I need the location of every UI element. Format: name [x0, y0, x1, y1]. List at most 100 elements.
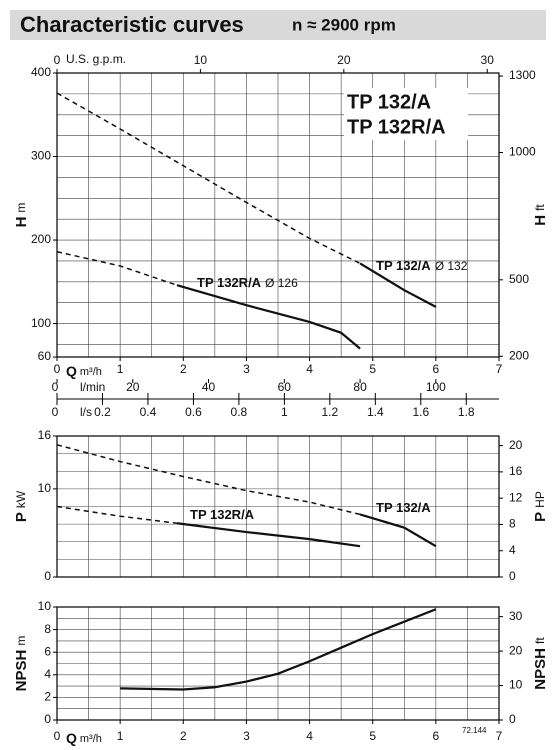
curve-name: TP 132/A	[376, 258, 431, 273]
axis-title-unit: kW	[14, 490, 28, 508]
x-tick-label: 4	[306, 362, 313, 376]
extra-tick-label: 1.8	[458, 405, 475, 419]
curve-label: TP 132R/A	[190, 507, 255, 522]
extra-tick-label: 100	[426, 380, 446, 394]
x-tick-label: 0	[54, 729, 61, 743]
extra-tick-label: 0	[52, 380, 59, 394]
x-tick-label: 3	[243, 362, 250, 376]
extra-tick-label: 1.2	[321, 405, 338, 419]
y2-tick-label: 20	[509, 643, 523, 657]
extra-tick-label: 1.4	[367, 405, 384, 419]
y2-tick-label: 8	[509, 517, 516, 531]
extra-tick-label: 0.4	[140, 405, 157, 419]
curve	[359, 513, 437, 548]
plot-frame	[56, 606, 500, 721]
x-axis-unit: m³/h	[80, 366, 102, 378]
axis-title-name: P	[13, 512, 30, 522]
extra-tick-label: 80	[353, 380, 367, 394]
extra-tick-label: 0	[52, 405, 59, 419]
model-label: TP 132R/A	[347, 116, 446, 138]
y2-tick-label: 200	[509, 348, 529, 362]
y-tick-label: 400	[31, 65, 51, 79]
extra-axis-title: l/s	[80, 405, 92, 419]
curve-label: TP 132R/A Ø 126	[197, 275, 298, 290]
curve-name: TP 132R/A	[197, 275, 262, 290]
y2-tick-label: 1300	[509, 68, 536, 82]
y-tick-label: 60	[38, 349, 52, 363]
axis-title: NPSH ft	[532, 637, 549, 690]
axis-title-unit: m	[14, 203, 28, 213]
x-tick-label: 6	[433, 362, 440, 376]
extra-axis-title: l/min	[80, 380, 105, 394]
extra-tick-label: 40	[202, 380, 216, 394]
y2-tick-label: 1000	[509, 145, 536, 159]
y2-tick-label: 4	[509, 543, 516, 557]
curve	[359, 262, 437, 308]
y-tick-label: 0	[44, 712, 51, 726]
x-tick-label: 5	[369, 362, 376, 376]
y-tick-label: 16	[38, 428, 52, 442]
extra-tick-label: 1.6	[412, 405, 429, 419]
y-tick-label: 0	[44, 569, 51, 583]
speed: n ≈ 2900 rpm	[292, 15, 396, 34]
y2-tick-label: 500	[509, 272, 529, 286]
drawing-code: 72.144	[462, 726, 487, 735]
x-tick-label: 2	[180, 362, 187, 376]
y-tick-label: 4	[44, 667, 51, 681]
page-title: Characteristic curves	[20, 12, 244, 37]
curve-dashed	[56, 505, 178, 524]
curve	[176, 522, 361, 548]
x-axis-name: Q	[66, 730, 77, 746]
axis-title-name: NPSH	[532, 648, 549, 690]
y2-tick-label: 0	[509, 569, 516, 583]
top-axis-title: U.S. g.p.m.	[66, 52, 126, 66]
x-axis-unit: m³/h	[80, 733, 102, 745]
x-tick-label: 4	[306, 729, 313, 743]
y2-tick-label: 12	[509, 490, 523, 504]
y2-tick-label: 10	[509, 678, 523, 692]
extra-tick-label: 0.8	[231, 405, 248, 419]
curve-dashed	[56, 92, 361, 265]
axis-title-name: H	[532, 215, 549, 226]
axis-title: P HP	[532, 491, 549, 522]
impeller-size: Ø 126	[265, 276, 298, 290]
axis-title-unit: m	[14, 636, 28, 646]
axis-title: Hm	[13, 203, 30, 228]
header-band	[10, 10, 546, 40]
x-tick-label: 1	[117, 362, 124, 376]
y-tick-label: 200	[31, 232, 51, 246]
top-tick-label: 0	[54, 53, 61, 67]
x-tick-label: 6	[433, 729, 440, 743]
axis-title: PkW	[13, 490, 30, 522]
top-tick-label: 30	[481, 53, 495, 67]
impeller-size: Ø 132	[435, 259, 468, 273]
x-tick-label: 5	[369, 729, 376, 743]
axis-title-unit: HP	[533, 491, 547, 508]
label-box	[344, 88, 468, 140]
y-tick-label: 8	[44, 622, 51, 636]
extra-tick-label: 0.6	[185, 405, 202, 419]
extra-tick-label: 1	[281, 405, 288, 419]
top-tick-label: 20	[337, 53, 351, 67]
axis-title-unit: ft	[533, 204, 547, 211]
x-tick-label: 1	[117, 729, 124, 743]
extra-tick-label: 0.2	[94, 405, 111, 419]
curve-dashed	[56, 251, 178, 286]
y-tick-label: 10	[38, 481, 52, 495]
curve-dashed	[56, 444, 361, 516]
axis-title: Hft	[532, 204, 549, 226]
y-tick-label: 6	[44, 644, 51, 658]
curve	[176, 284, 361, 350]
top-tick-label: 10	[194, 53, 208, 67]
x-tick-label: 7	[496, 729, 503, 743]
axis-title-name: NPSH	[13, 650, 30, 692]
curve-label: TP 132/A	[376, 500, 431, 515]
curve	[120, 608, 437, 691]
x-tick-label: 7	[496, 362, 503, 376]
x-tick-label: 2	[180, 729, 187, 743]
y2-tick-label: 0	[509, 712, 516, 726]
extra-tick-label: 60	[278, 380, 292, 394]
